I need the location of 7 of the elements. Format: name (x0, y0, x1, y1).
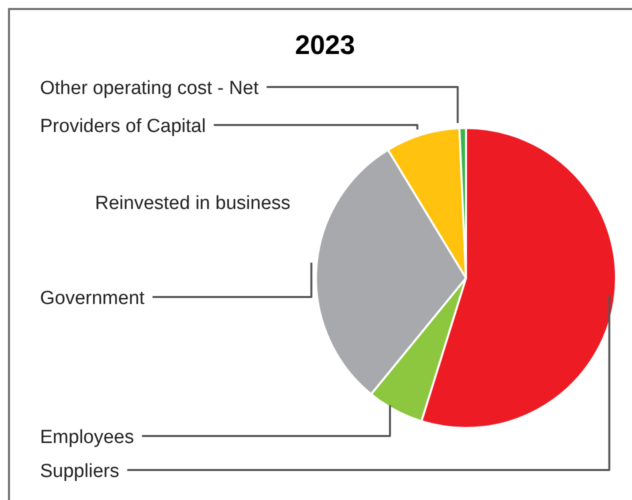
slice-label: Employees (40, 427, 134, 448)
category-label: Reinvested in business (95, 193, 290, 214)
chart-title: 2023 (294, 30, 356, 60)
slice-label: Providers of Capital (40, 116, 206, 137)
slice-label: Other operating cost - Net (40, 78, 260, 99)
slice-label: Government (40, 288, 146, 309)
slice-label: Suppliers (40, 461, 120, 482)
